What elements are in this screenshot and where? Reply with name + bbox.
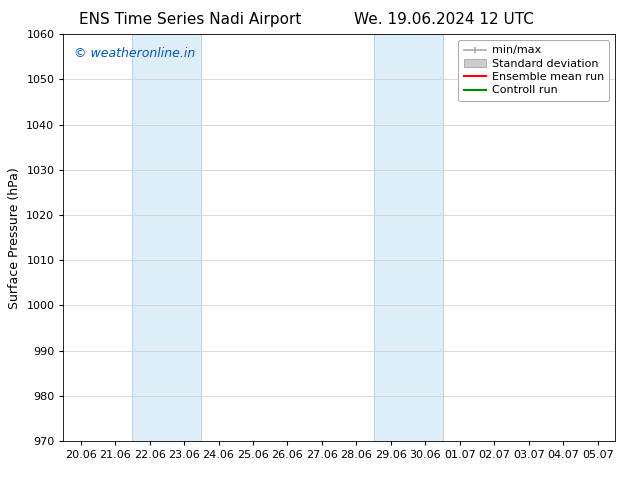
Text: ENS Time Series Nadi Airport: ENS Time Series Nadi Airport [79, 12, 301, 27]
Bar [133, 34, 202, 441]
Y-axis label: Surface Pressure (hPa): Surface Pressure (hPa) [8, 167, 21, 309]
Bar [373, 34, 443, 441]
Text: © weatheronline.in: © weatheronline.in [74, 47, 196, 59]
Legend: min/max, Standard deviation, Ensemble mean run, Controll run: min/max, Standard deviation, Ensemble me… [458, 40, 609, 101]
Text: We. 19.06.2024 12 UTC: We. 19.06.2024 12 UTC [354, 12, 534, 27]
